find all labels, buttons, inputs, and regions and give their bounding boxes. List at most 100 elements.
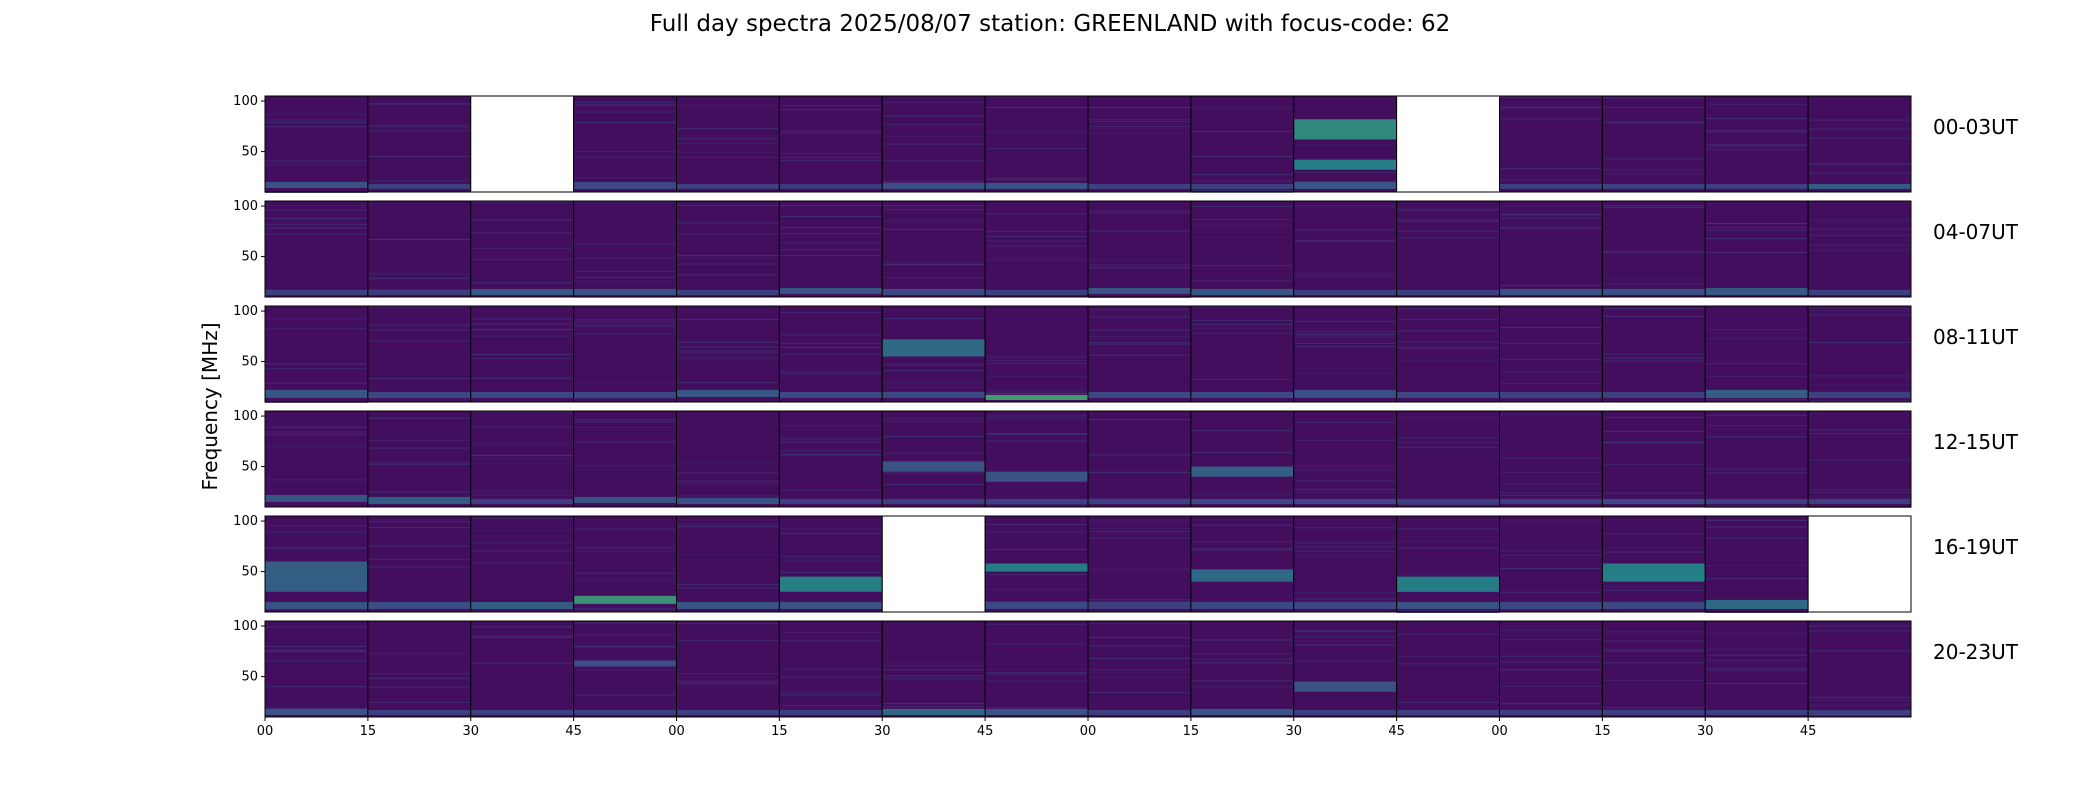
spectrum-line: [1499, 118, 1603, 120]
spectrum-line: [1088, 120, 1191, 122]
spectrum-line: [1088, 692, 1191, 694]
spectrum-line: [367, 288, 471, 290]
spectrum-line: [1293, 640, 1397, 642]
spectrum-line: [1088, 520, 1191, 522]
spectrum-band: [1602, 391, 1706, 398]
spectrum-line: [676, 382, 780, 384]
spectrum-line: [1088, 342, 1191, 344]
spectrum-line: [1602, 551, 1706, 553]
spectrum-line: [1088, 107, 1191, 109]
spectrum-line: [265, 433, 368, 435]
spectrum-line: [779, 371, 883, 373]
spectrum-line: [1190, 332, 1294, 334]
spectrum-line: [470, 411, 574, 413]
spectrum-band: [1396, 289, 1500, 295]
spectrum-line: [779, 131, 883, 133]
spectrum-line: [573, 421, 677, 423]
spectrum-line: [573, 465, 677, 467]
spectrum-line: [265, 218, 368, 220]
spectrum-panel: [1602, 96, 1706, 192]
spectrum-line: [573, 623, 677, 625]
spectrum-panel: [573, 306, 677, 402]
spectrum-line: [779, 631, 883, 633]
spectrum-line: [779, 343, 883, 345]
spectrum-line: [779, 311, 883, 313]
spectrum-line: [470, 335, 574, 337]
spectrum-line: [1808, 138, 1911, 140]
spectrum-line: [1396, 655, 1500, 657]
spectrum-line: [1190, 107, 1294, 109]
spectrum-line: [1293, 489, 1397, 491]
spectrum-line: [1705, 648, 1809, 650]
spectrum-line: [367, 156, 471, 158]
spectrum-line: [1396, 218, 1500, 220]
spectrum-line: [985, 434, 1088, 436]
spectrum-band: [367, 289, 471, 295]
spectrum-line: [573, 121, 677, 123]
spectrum-line: [1396, 341, 1500, 343]
x-tick-label: 15: [1183, 724, 1200, 739]
spectrum-line: [1602, 649, 1706, 651]
spectrum-line: [985, 417, 1088, 419]
spectrum-line: [1396, 441, 1500, 443]
spectrum-band: [1293, 159, 1397, 170]
spectrum-line: [1396, 715, 1500, 717]
spectrum-line: [1293, 275, 1397, 277]
spectrum-line: [1499, 342, 1603, 344]
spectrum-line: [470, 494, 574, 496]
spectrum-line: [470, 328, 574, 330]
spectrum-line: [1499, 371, 1603, 373]
spectrum-line: [985, 360, 1088, 362]
spectrum-band: [985, 601, 1088, 609]
spectrum-line: [882, 363, 986, 365]
spectrum-line: [1705, 659, 1809, 661]
spectrum-panel: [573, 621, 677, 717]
spectrum-line: [1396, 633, 1500, 635]
spectrum-panel: [265, 201, 368, 297]
spectrum-line: [265, 382, 368, 384]
spectrum-line: [1088, 669, 1191, 671]
spectrum-band: [1602, 709, 1706, 715]
spectrum-line: [1088, 118, 1191, 120]
spectrum-line: [1808, 310, 1911, 312]
spectrum-line: [779, 254, 883, 256]
spectrum-line: [265, 328, 368, 330]
spectrum-line: [985, 503, 1088, 505]
spectrum-line: [1499, 591, 1603, 593]
spectrum-line: [779, 153, 883, 155]
spectrum-line: [470, 354, 574, 356]
spectrum-line: [985, 589, 1088, 591]
spectrum-line: [1190, 493, 1294, 495]
spectrum-panel: [1088, 621, 1191, 717]
spectrum-line: [265, 204, 368, 206]
spectrum-line: [573, 319, 677, 321]
spectrum-line: [1293, 239, 1397, 241]
spectrum-line: [1499, 359, 1603, 361]
spectrum-line: [1499, 327, 1603, 329]
spectrum-band: [1293, 601, 1397, 609]
spectrum-line: [1396, 547, 1500, 549]
spectrum-panel: [1602, 201, 1706, 297]
spectrum-panel: [1808, 96, 1911, 192]
spectrum-line: [1293, 439, 1397, 441]
spectrum-line: [779, 571, 883, 573]
spectrum-panel: [676, 96, 780, 192]
spectrum-line: [367, 378, 471, 380]
spectrum-line: [1088, 212, 1191, 214]
spectrum-line: [367, 566, 471, 568]
spectrum-line: [265, 649, 368, 651]
spectrum-line: [1602, 307, 1706, 309]
spectrum-band: [1190, 601, 1294, 609]
spectrum-line: [367, 340, 471, 342]
spectrum-line: [676, 156, 780, 158]
spectrum-line: [265, 121, 368, 123]
spectrum-panel: [1808, 411, 1911, 507]
spectrum-line: [367, 323, 471, 325]
spectrum-line: [1396, 610, 1500, 612]
spectrum-line: [1190, 541, 1294, 543]
spectrum-line: [265, 660, 368, 662]
spectrum-line: [1705, 399, 1809, 401]
row-label: 12-15UT: [1933, 430, 2019, 454]
spectrum-line: [779, 705, 883, 707]
spectrum-panel: [985, 411, 1088, 507]
